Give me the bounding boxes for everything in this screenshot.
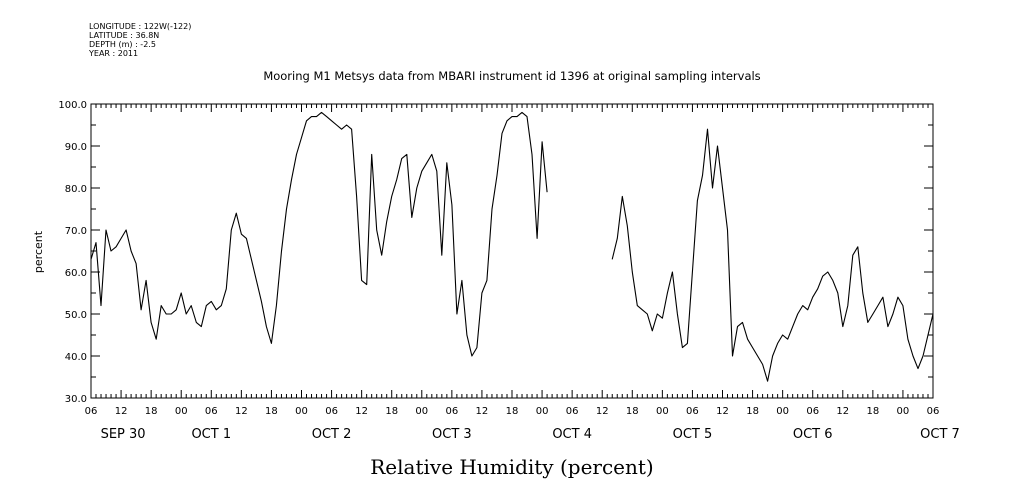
x-hour-tick-label: 06 <box>927 406 940 417</box>
y-tick-label: 40.0 <box>65 352 87 363</box>
x-hour-tick-label: 12 <box>836 406 849 417</box>
y-tick-label: 80.0 <box>65 184 87 195</box>
x-hour-tick-label: 12 <box>235 406 248 417</box>
x-hour-tick-label: 06 <box>566 406 579 417</box>
x-hour-tick-label: 06 <box>85 406 98 417</box>
y-tick-label: 30.0 <box>65 394 87 405</box>
x-day-label: OCT 6 <box>793 427 833 442</box>
x-hour-tick-label: 18 <box>265 406 278 417</box>
x-hour-tick-label: 00 <box>656 406 669 417</box>
x-hour-tick-label: 00 <box>897 406 910 417</box>
series-line <box>90 111 548 357</box>
year-text: YEAR : 2011 <box>88 49 138 58</box>
y-tick-label: 90.0 <box>65 142 87 153</box>
x-hour-tick-label: 00 <box>536 406 549 417</box>
x-day-label: OCT 3 <box>432 427 472 442</box>
y-tick-label: 50.0 <box>65 310 87 321</box>
x-day-label: SEP 30 <box>101 427 146 442</box>
x-hour-tick-label: 06 <box>325 406 338 417</box>
x-hour-tick-label: 18 <box>746 406 759 417</box>
x-hour-tick-label: 00 <box>175 406 188 417</box>
x-axis-ticks: 06 12 18 00 06 12 18 00 06 12 18 00 06 12 18 00 06 12 18 00… <box>85 104 960 442</box>
plot-frame <box>90 103 934 399</box>
x-hour-tick-label: 00 <box>776 406 789 417</box>
x-hour-tick-label: 06 <box>686 406 699 417</box>
series-group <box>90 111 934 382</box>
x-day-label: OCT 5 <box>673 427 713 442</box>
x-hour-tick-label: 06 <box>445 406 458 417</box>
chart-title: Mooring M1 Metsys data from MBARI instru… <box>263 69 760 83</box>
x-hour-tick-label: 00 <box>415 406 428 417</box>
x-hour-tick-label: 18 <box>866 406 879 417</box>
x-hour-tick-label: 06 <box>205 406 218 417</box>
y-tick-label: 100.0 <box>58 100 87 111</box>
x-day-label: OCT 7 <box>920 427 960 442</box>
series-line <box>611 128 934 382</box>
y-axis-label: percent <box>32 230 45 273</box>
x-hour-tick-label: 18 <box>626 406 639 417</box>
metadata-block: LONGITUDE : 122W(-122) LATITUDE : 36.8N … <box>88 22 191 58</box>
x-hour-tick-label: 00 <box>295 406 308 417</box>
x-hour-tick-label: 06 <box>806 406 819 417</box>
x-hour-tick-label: 12 <box>476 406 489 417</box>
x-hour-tick-label: 12 <box>115 406 128 417</box>
x-day-label: OCT 4 <box>552 427 592 442</box>
x-hour-tick-label: 12 <box>355 406 368 417</box>
longitude-text: LONGITUDE : 122W(-122) <box>89 22 191 31</box>
x-hour-tick-label: 12 <box>596 406 609 417</box>
x-day-label: OCT 2 <box>312 427 352 442</box>
x-hour-tick-label: 18 <box>145 406 158 417</box>
y-tick-label: 70.0 <box>65 226 87 237</box>
latitude-text: LATITUDE : 36.8N <box>89 31 159 40</box>
x-hour-tick-label: 18 <box>506 406 519 417</box>
depth-text: DEPTH (m) : -2.5 <box>89 40 156 49</box>
x-day-label: OCT 1 <box>191 427 231 442</box>
x-hour-tick-label: 18 <box>385 406 398 417</box>
x-hour-tick-label: 12 <box>716 406 729 417</box>
x-axis-label: Relative Humidity (percent) <box>370 455 653 479</box>
y-tick-label: 60.0 <box>65 268 87 279</box>
y-axis-ticks: 30.0 40.0 50.0 60.0 70.0 80.0 90.0 100.0 <box>58 100 933 405</box>
